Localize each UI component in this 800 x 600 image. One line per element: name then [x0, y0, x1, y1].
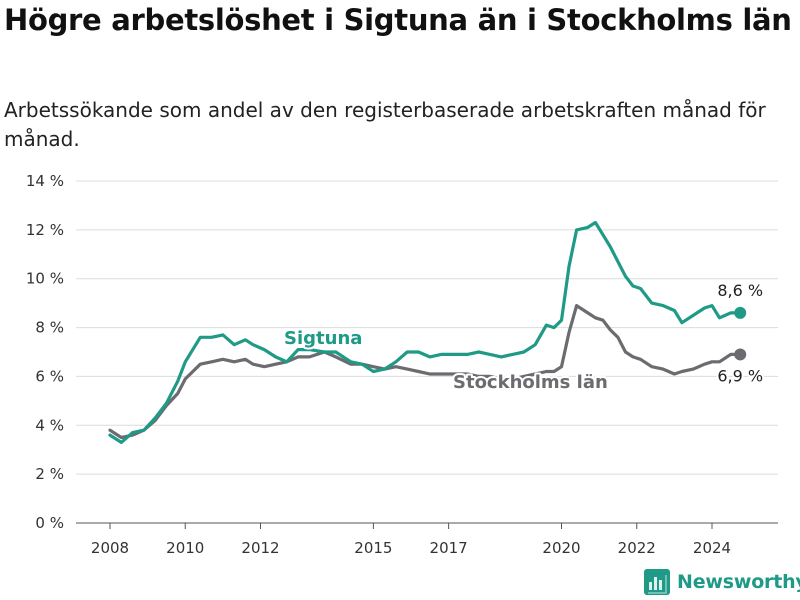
- x-tick-label: 2008: [91, 539, 129, 557]
- x-tick-label: 2012: [241, 539, 279, 557]
- chart-subtitle: Arbetssökande som andel av den registerb…: [4, 98, 766, 151]
- sigtuna-series-label-halo: Sigtuna: [284, 328, 362, 349]
- y-axis-ticks: 0 % 2 % 4 % 6 % 8 % 10 % 12 % 14 %: [26, 172, 64, 532]
- chart-title: Högre arbetslöshet i Sigtuna än i Stockh…: [4, 3, 792, 37]
- stockholm-series-label-halo: Stockholms län: [453, 372, 608, 393]
- x-tick-label: 2024: [693, 539, 731, 557]
- brand-name: Newsworthy: [677, 571, 800, 593]
- y-tick-label: 4 %: [35, 416, 64, 434]
- x-tick-label: 2017: [430, 539, 468, 557]
- x-tick-label: 2010: [166, 539, 204, 557]
- y-tick-label: 6 %: [35, 367, 64, 385]
- newsworthy-logo: Newsworthy: [644, 566, 800, 598]
- x-tick-label: 2020: [542, 539, 580, 557]
- y-tick-label: 14 %: [26, 172, 64, 190]
- y-tick-label: 8 %: [35, 319, 64, 337]
- sigtuna-series-line: [108, 220, 742, 444]
- x-tick-label: 2015: [354, 539, 392, 557]
- y-tick-label: 12 %: [26, 221, 64, 239]
- stockholm-end-value-label: 6,9 %: [717, 366, 763, 385]
- stockholm-end-value-label-halo: 6,9 %: [717, 366, 763, 385]
- x-axis-ticks: 2008 2010 2012 2015 2017 2020 2022 2024: [91, 523, 731, 557]
- stockholm-series-line: [108, 304, 742, 440]
- stockholm-end-point: [734, 348, 747, 361]
- y-tick-label: 10 %: [26, 270, 64, 288]
- x-tick-label: 2022: [618, 539, 656, 557]
- bar-chart-logo-icon: [644, 569, 670, 595]
- sigtuna-end-value-label: 8,6 %: [717, 281, 763, 300]
- grid-lines: [76, 180, 778, 524]
- series-lines: [108, 220, 747, 444]
- sigtuna-end-value-label-halo: 8,6 %: [717, 281, 763, 300]
- sigtuna-end-point: [734, 306, 747, 319]
- y-tick-label: 0 %: [35, 514, 64, 532]
- stockholm-series-label: Stockholms län: [453, 372, 608, 393]
- sigtuna-series-label: Sigtuna: [284, 328, 362, 349]
- y-tick-label: 2 %: [35, 465, 64, 483]
